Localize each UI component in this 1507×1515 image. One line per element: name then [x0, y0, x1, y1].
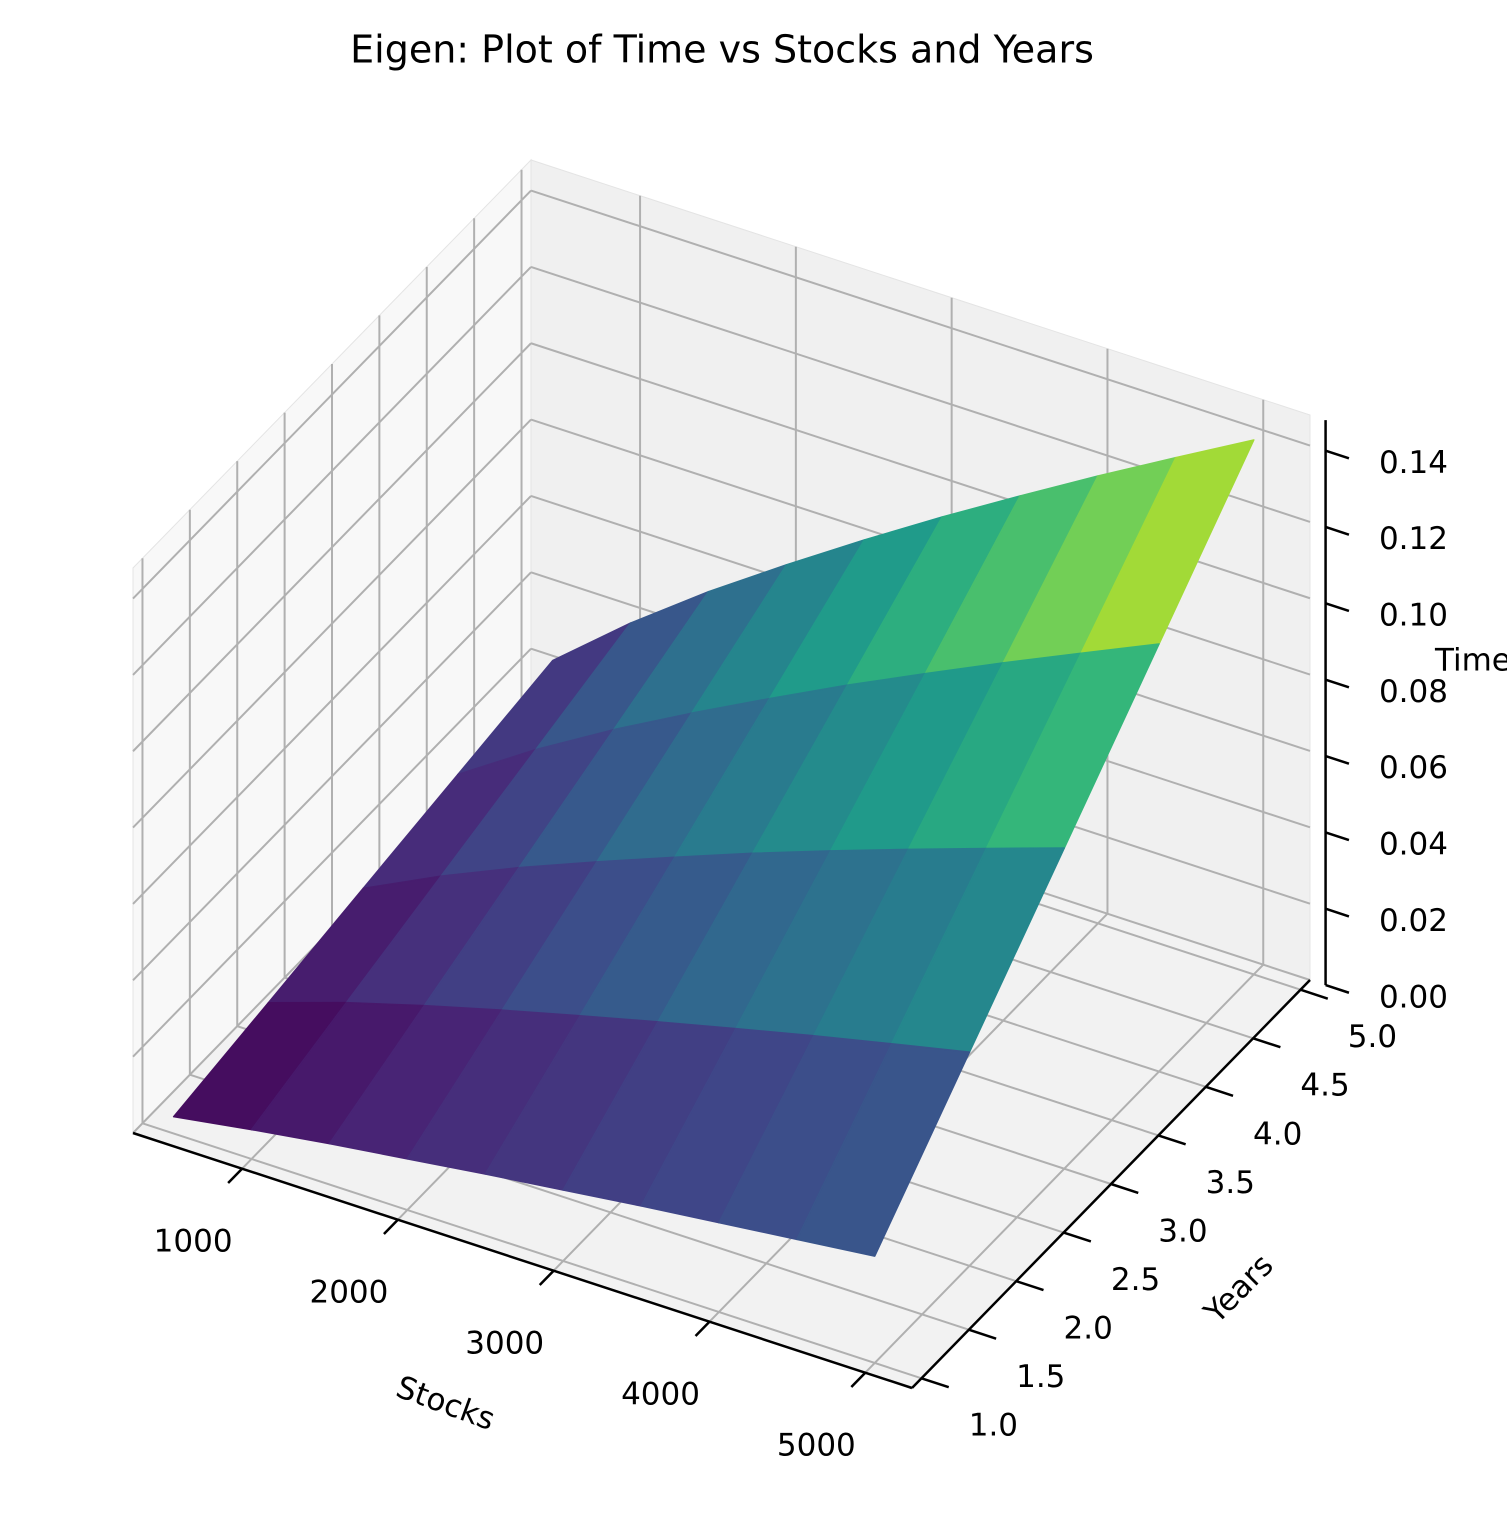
tick-mark — [968, 1328, 997, 1340]
grid-line — [132, 418, 532, 829]
chart-title: Eigen: Plot of Time vs Stocks and Years — [350, 28, 1094, 72]
tick-mark — [921, 1377, 950, 1389]
tick-mark — [1325, 449, 1350, 460]
z-tick-label: 0.06 — [1379, 750, 1448, 786]
tick-mark — [383, 1218, 399, 1235]
y-tick-label: 2.0 — [1064, 1311, 1113, 1347]
x-tick-label: 3000 — [465, 1325, 544, 1361]
x-tick-label: 5000 — [777, 1427, 856, 1463]
z-tick-label: 0.02 — [1379, 903, 1448, 939]
tick-mark — [694, 1320, 711, 1337]
x-tick-label: 4000 — [621, 1376, 700, 1412]
z-tick-label: 0.04 — [1379, 827, 1448, 863]
y-tick-label: 3.5 — [1206, 1165, 1255, 1201]
grid-line — [132, 495, 532, 905]
tick-mark — [1325, 525, 1350, 536]
y-tick-label: 4.5 — [1300, 1068, 1349, 1104]
z-tick-label: 0.10 — [1379, 597, 1448, 633]
x-tick-label: 1000 — [154, 1223, 233, 1259]
grid-line — [530, 189, 1311, 447]
tick-mark — [1325, 754, 1350, 765]
tick-mark — [1205, 1085, 1234, 1097]
tick-mark — [1325, 678, 1350, 689]
y-tick-label: 1.5 — [1016, 1359, 1065, 1395]
tick-mark — [227, 1167, 243, 1184]
x-tick-label: 2000 — [309, 1274, 388, 1310]
z-tick-label: 0.08 — [1379, 674, 1448, 710]
grid-line — [132, 266, 532, 676]
tick-mark — [1300, 988, 1329, 1000]
y-tick-label: 2.5 — [1111, 1262, 1160, 1298]
z-tick-label: 0.12 — [1379, 521, 1448, 557]
y-tick-label: 4.0 — [1253, 1116, 1302, 1152]
y-axis-label: Years — [1197, 1247, 1281, 1331]
tick-mark — [1325, 907, 1350, 918]
grid-line — [132, 571, 532, 981]
z-tick-label: 0.14 — [1379, 445, 1448, 481]
grid-line — [142, 1122, 922, 1380]
y-tick-label: 5.0 — [1348, 1019, 1397, 1055]
tick-mark — [1015, 1279, 1044, 1292]
tick-mark — [1325, 831, 1350, 842]
tick-mark — [1063, 1231, 1092, 1243]
y-tick-label: 3.0 — [1158, 1213, 1207, 1249]
y-tick-label: 1.0 — [969, 1408, 1018, 1444]
tick-mark — [850, 1371, 867, 1388]
tick-mark — [1252, 1037, 1281, 1049]
grid-line — [132, 342, 532, 752]
grid-line — [132, 647, 532, 1058]
surface-patch — [796, 1042, 971, 1257]
x-axis-label: Stocks — [391, 1369, 499, 1438]
z-axis-label: Time — [1434, 643, 1507, 679]
grid-line — [132, 189, 532, 600]
axis-line — [132, 1131, 913, 1390]
tick-mark — [1157, 1134, 1187, 1146]
tick-mark — [1110, 1182, 1139, 1195]
tick-mark — [1325, 602, 1350, 613]
tick-mark — [1325, 983, 1350, 994]
tick-mark — [538, 1269, 555, 1286]
z-tick-label: 0.00 — [1379, 979, 1448, 1015]
